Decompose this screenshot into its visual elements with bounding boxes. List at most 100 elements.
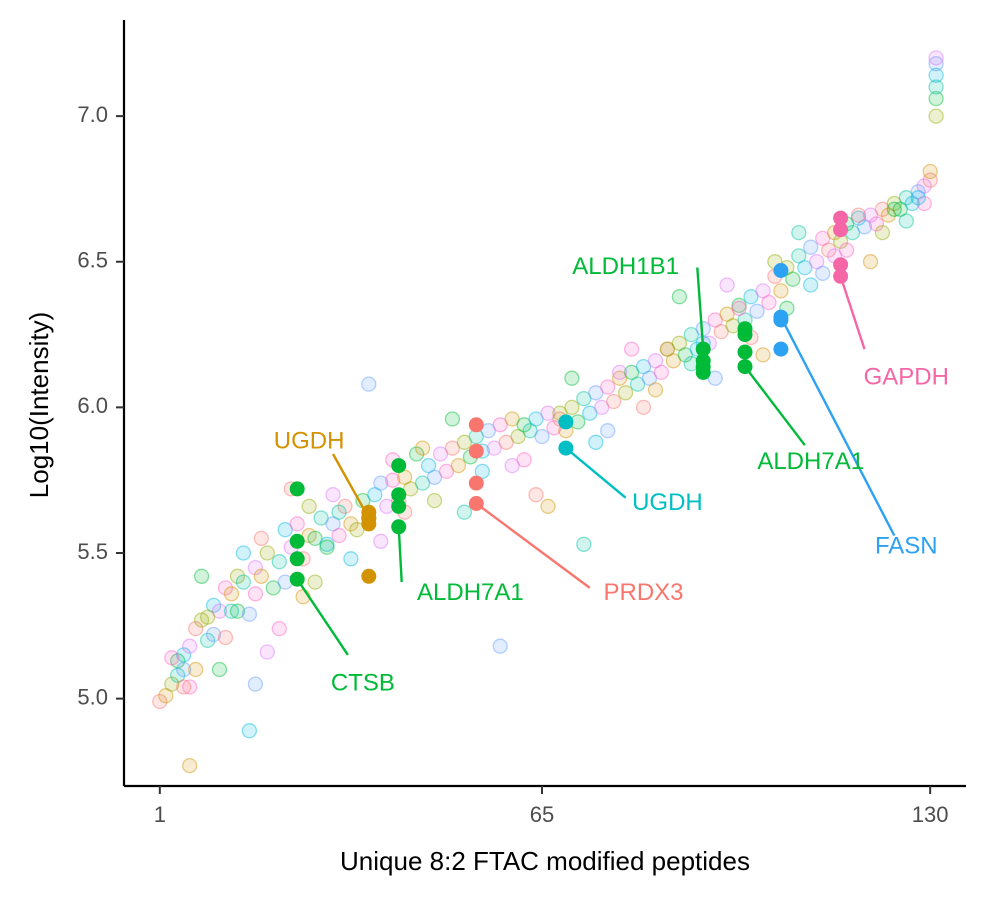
- highlight-point-ugdh: [558, 440, 574, 456]
- background-point: [868, 216, 885, 232]
- callout-line-ctsb: [296, 578, 349, 656]
- x-tick-label: 130: [912, 802, 949, 827]
- background-point: [922, 163, 938, 180]
- background-point: [671, 289, 688, 305]
- background-point: [683, 326, 699, 343]
- background-point: [253, 530, 269, 547]
- background-point: [492, 638, 508, 654]
- background-point: [617, 385, 634, 401]
- highlight-point-ctsb: [289, 551, 305, 567]
- background-point: [450, 457, 467, 474]
- highlight-point-aldh1b1: [695, 341, 711, 357]
- background-point: [862, 207, 879, 223]
- background-point: [815, 230, 831, 247]
- callout-line-aldh7a1: [744, 365, 806, 446]
- y-tick-label: 6.5: [77, 248, 108, 273]
- background-point: [623, 341, 640, 357]
- background-point: [367, 487, 383, 503]
- background-point: [707, 370, 723, 386]
- background-point: [791, 224, 807, 241]
- background-point: [809, 254, 825, 270]
- highlight-point-aldh7a1: [737, 344, 753, 360]
- background-point: [182, 757, 198, 774]
- background-point: [815, 265, 831, 282]
- background-point: [211, 661, 228, 678]
- background-point: [755, 283, 771, 299]
- callout-lines: [296, 267, 896, 656]
- background-points: [152, 50, 944, 774]
- background-point: [229, 603, 246, 619]
- background-point: [361, 376, 377, 392]
- background-point: [301, 527, 317, 544]
- background-point: [564, 399, 580, 416]
- background-point: [611, 370, 628, 386]
- highlight-point-fasn: [773, 312, 789, 328]
- background-point: [576, 536, 592, 552]
- background-point: [426, 469, 443, 485]
- background-point: [504, 457, 520, 474]
- background-point: [408, 446, 425, 462]
- background-point: [349, 522, 365, 538]
- highlight-point-prdx3: [468, 443, 484, 459]
- background-point: [731, 297, 747, 314]
- background-point: [343, 516, 359, 532]
- background-point: [719, 306, 735, 322]
- highlight-point-gapdh: [833, 257, 849, 273]
- background-point: [910, 190, 926, 206]
- background-point: [271, 621, 287, 637]
- background-point: [205, 597, 222, 614]
- y-tick-label: 5.0: [77, 684, 108, 709]
- background-point: [480, 423, 496, 439]
- highlight-point-ugdh: [558, 414, 574, 430]
- background-point: [803, 277, 819, 293]
- callout-line-gapdh: [839, 275, 866, 350]
- background-point: [797, 259, 813, 276]
- background-point: [331, 504, 347, 520]
- background-point: [337, 498, 353, 515]
- background-point: [922, 172, 938, 188]
- background-point: [158, 688, 174, 704]
- background-point: [928, 108, 944, 124]
- background-point: [928, 56, 944, 72]
- background-point: [319, 539, 335, 555]
- background-point: [731, 300, 747, 316]
- background-point: [653, 364, 670, 381]
- background-point: [271, 554, 287, 570]
- background-point: [432, 446, 449, 462]
- background-point: [241, 723, 258, 739]
- background-point: [821, 242, 837, 258]
- background-point: [928, 90, 944, 107]
- background-point: [313, 510, 329, 526]
- background-point: [886, 201, 902, 217]
- background-point: [910, 184, 926, 200]
- background-point: [886, 195, 902, 212]
- background-point: [265, 580, 281, 596]
- background-point: [217, 629, 234, 646]
- highlight-point-aldh1b1: [695, 364, 711, 380]
- background-point: [898, 213, 914, 229]
- x-axis-ticks: 1 65 130: [154, 786, 949, 827]
- background-point: [307, 530, 323, 547]
- background-point: [516, 417, 532, 433]
- background-point: [193, 612, 210, 628]
- background-point: [892, 201, 908, 217]
- background-point: [880, 207, 897, 223]
- background-point: [474, 463, 490, 480]
- background-point: [874, 201, 891, 217]
- background-point: [193, 568, 210, 584]
- background-point: [928, 79, 944, 95]
- background-point: [546, 420, 562, 436]
- background-point: [719, 277, 735, 293]
- callout-label-aldh7a1: ALDH7A1: [417, 579, 524, 606]
- background-point: [713, 323, 729, 340]
- background-point: [791, 248, 807, 264]
- y-tick-label: 7.0: [77, 102, 108, 127]
- background-point: [182, 638, 198, 654]
- callout-label-aldh7a1: ALDH7A1: [757, 448, 864, 475]
- callout-line-aldh7a1: [397, 526, 403, 583]
- background-point: [522, 423, 538, 439]
- background-point: [301, 498, 317, 515]
- background-point: [528, 487, 544, 503]
